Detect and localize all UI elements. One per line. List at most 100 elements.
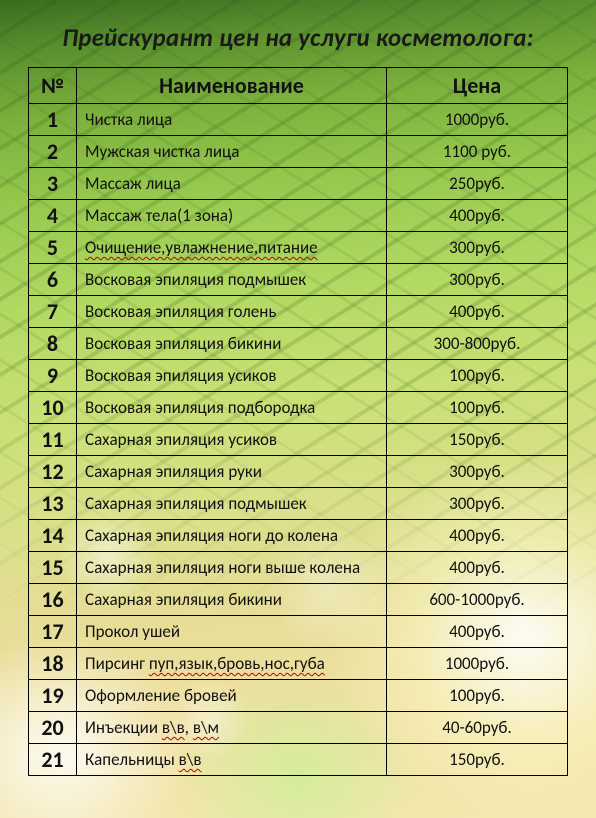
name-part: в\м	[193, 717, 219, 738]
name-part: Сахарная эпиляция ноги выше колена	[85, 557, 360, 578]
row-price: 400руб.	[387, 552, 568, 584]
table-row: 6Восковая эпиляция подмышек300руб.	[29, 264, 568, 296]
row-service-name: Очищение,увлажнение,питание	[77, 232, 387, 264]
row-price: 300-800руб.	[387, 328, 568, 360]
row-service-name: Массаж тела(1 зона)	[77, 200, 387, 232]
name-part: Пирсинг	[85, 653, 149, 674]
row-price: 600-1000руб.	[387, 584, 568, 616]
row-number: 21	[29, 744, 77, 776]
row-service-name: Инъекции в\в, в\м	[77, 712, 387, 744]
row-service-name: Восковая эпиляция подбородка	[77, 392, 387, 424]
row-number: 3	[29, 168, 77, 200]
row-number: 13	[29, 488, 77, 520]
row-price: 40-60руб.	[387, 712, 568, 744]
name-part: Капельницы	[85, 749, 179, 770]
name-part: Сахарная эпиляция руки	[85, 461, 262, 482]
row-number: 8	[29, 328, 77, 360]
row-number: 7	[29, 296, 77, 328]
name-part: Восковая эпиляция подмышек	[85, 269, 306, 290]
name-part: Оформление бровей	[85, 685, 237, 706]
row-service-name: Чистка лица	[77, 104, 387, 136]
row-service-name: Сахарная эпиляция бикини	[77, 584, 387, 616]
table-row: 12Сахарная эпиляция руки300руб.	[29, 456, 568, 488]
row-price: 300руб.	[387, 232, 568, 264]
table-row: 5 Очищение,увлажнение,питание 300руб.	[29, 232, 568, 264]
table-row: 9Восковая эпиляция усиков100руб.	[29, 360, 568, 392]
table-row: 3 Массаж лица 250руб.	[29, 168, 568, 200]
row-number: 2	[29, 136, 77, 168]
name-part: Мужская чистка лица	[85, 141, 239, 162]
name-part: ,	[185, 717, 193, 738]
row-price: 1000руб.	[387, 104, 568, 136]
row-price: 250руб.	[387, 168, 568, 200]
row-number: 19	[29, 680, 77, 712]
name-part: Чистка лица	[85, 109, 172, 130]
table-row: 20Инъекции в\в, в\м40-60руб.	[29, 712, 568, 744]
name-part: Массаж лица	[85, 173, 181, 194]
row-service-name: Восковая эпиляция голень	[77, 296, 387, 328]
row-service-name: Массаж лица	[77, 168, 387, 200]
row-price: 400руб.	[387, 520, 568, 552]
header-name: Наименование	[77, 68, 387, 104]
table-row: 10 Восковая эпиляция подбородка 100руб.	[29, 392, 568, 424]
row-price: 150руб.	[387, 424, 568, 456]
row-service-name: Оформление бровей	[77, 680, 387, 712]
row-number: 17	[29, 616, 77, 648]
name-part: Сахарная эпиляция подмышек	[85, 493, 307, 514]
price-table: № Наименование Цена 1 Чистка лица 1000руб.…	[28, 67, 568, 776]
table-row: 21Капельницы в\в150руб.	[29, 744, 568, 776]
table-row: 2 Мужская чистка лица 1100 руб.	[29, 136, 568, 168]
row-number: 9	[29, 360, 77, 392]
name-part: Восковая эпиляция голень	[85, 301, 276, 322]
table-row: 15 Сахарная эпиляция ноги выше колена 400р…	[29, 552, 568, 584]
row-number: 1	[29, 104, 77, 136]
row-number: 10	[29, 392, 77, 424]
row-number: 4	[29, 200, 77, 232]
row-service-name: Прокол ушей	[77, 616, 387, 648]
row-service-name: Мужская чистка лица	[77, 136, 387, 168]
row-number: 20	[29, 712, 77, 744]
row-price: 400руб.	[387, 296, 568, 328]
row-price: 300руб.	[387, 456, 568, 488]
name-part: в\в	[162, 717, 185, 738]
row-price: 400руб.	[387, 200, 568, 232]
row-number: 14	[29, 520, 77, 552]
table-row: 1 Чистка лица 1000руб.	[29, 104, 568, 136]
table-row: 16Сахарная эпиляция бикини600-1000руб.	[29, 584, 568, 616]
row-service-name: Восковая эпиляция подмышек	[77, 264, 387, 296]
name-part: Восковая эпиляция бикини	[85, 333, 281, 354]
header-number: №	[29, 68, 77, 104]
row-number: 5	[29, 232, 77, 264]
table-row: 8 Восковая эпиляция бикини 300-800руб.	[29, 328, 568, 360]
row-price: 100руб.	[387, 360, 568, 392]
page-title: Прейскурант цен на услуги косметолога:	[28, 22, 568, 53]
table-row: 14Сахарная эпиляция ноги до колена400руб…	[29, 520, 568, 552]
row-price: 150руб.	[387, 744, 568, 776]
row-number: 15	[29, 552, 77, 584]
row-service-name: Пирсинг пуп,язык,бровь,нос,губа	[77, 648, 387, 680]
table-row: 13Сахарная эпиляция подмышек300руб.	[29, 488, 568, 520]
row-service-name: Капельницы в\в	[77, 744, 387, 776]
table-row: 11 Сахарная эпиляция усиков 150руб.	[29, 424, 568, 456]
table-row: 4Массаж тела(1 зона)400руб.	[29, 200, 568, 232]
row-price: 100руб.	[387, 392, 568, 424]
row-service-name: Восковая эпиляция усиков	[77, 360, 387, 392]
row-service-name: Сахарная эпиляция ноги выше колена	[77, 552, 387, 584]
name-part: Сахарная эпиляция усиков	[85, 429, 277, 450]
table-row: 18Пирсинг пуп,язык,бровь,нос,губа1000руб…	[29, 648, 568, 680]
row-service-name: Восковая эпиляция бикини	[77, 328, 387, 360]
name-part: Восковая эпиляция подбородка	[85, 397, 315, 418]
table-row: 17Прокол ушей400руб.	[29, 616, 568, 648]
name-part: в\в	[179, 749, 202, 770]
row-service-name: Сахарная эпиляция подмышек	[77, 488, 387, 520]
row-price: 1100 руб.	[387, 136, 568, 168]
row-price: 400руб.	[387, 616, 568, 648]
table-row: 19Оформление бровей100руб.	[29, 680, 568, 712]
name-part: пуп,язык,бровь,нос,губа	[149, 653, 325, 674]
row-number: 11	[29, 424, 77, 456]
page-content: Прейскурант цен на услуги косметолога: №…	[0, 0, 596, 776]
row-service-name: Сахарная эпиляция ноги до колена	[77, 520, 387, 552]
table-row: 7 Восковая эпиляция голень 400руб.	[29, 296, 568, 328]
name-part: Очищение,увлажнение,питание	[85, 237, 318, 258]
table-header-row: № Наименование Цена	[29, 68, 568, 104]
